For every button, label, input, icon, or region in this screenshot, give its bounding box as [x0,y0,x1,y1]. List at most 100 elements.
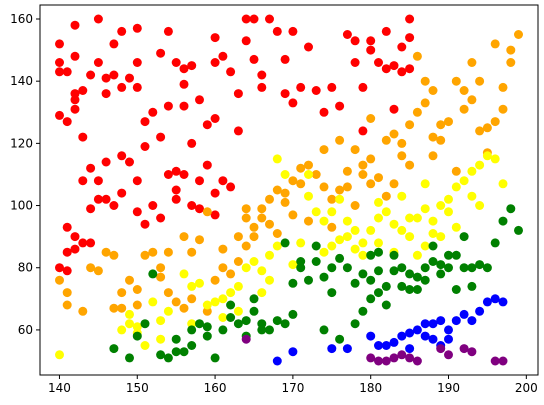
point-blue-3 [342,344,352,354]
point-red-86 [132,176,142,186]
point-green-59 [249,294,259,304]
point-red-111 [101,157,111,167]
point-orange-96 [381,135,391,145]
point-yellow-73 [397,191,407,201]
point-orange-10 [125,275,134,285]
point-yellow-55 [218,313,228,322]
point-green-56 [374,288,383,298]
point-red-95 [187,201,197,210]
point-orange-83 [304,216,313,226]
point-yellow-26 [319,216,329,226]
point-green-77 [405,285,415,294]
point-yellow-45 [467,166,477,176]
point-red-49 [257,82,267,92]
point-blue-14 [444,334,453,344]
y-tick-label: 120 [10,136,33,150]
point-green-26 [319,272,329,282]
point-orange-5 [93,266,103,276]
point-red-48 [257,70,267,80]
point-yellow-50 [304,170,313,179]
point-green-34 [381,281,391,291]
point-orange-60 [514,30,523,39]
point-purple-9 [459,344,469,354]
point-red-39 [210,58,220,67]
point-yellow-43 [451,182,461,192]
point-orange-77 [132,300,142,310]
point-orange-31 [288,176,298,186]
point-yellow-54 [233,306,243,316]
point-red-2 [55,67,64,77]
point-red-66 [366,36,376,46]
point-orange-27 [257,213,267,223]
point-blue-9 [405,328,415,338]
point-orange-36 [327,194,337,204]
point-yellow-51 [265,250,274,260]
point-yellow-17 [249,257,259,266]
point-red-54 [280,89,290,99]
point-orange-43 [381,191,391,201]
point-red-82 [101,194,111,204]
point-orange-47 [412,107,422,117]
point-yellow-22 [288,260,298,270]
point-green-83 [171,347,181,357]
point-yellow-37 [405,232,415,242]
point-purple-4 [389,353,399,363]
point-yellow-0 [55,350,64,360]
point-red-56 [304,42,313,52]
point-green-40 [428,241,438,251]
point-orange-52 [451,76,461,86]
point-green-45 [467,281,477,291]
point-red-62 [342,30,352,39]
point-yellow-75 [436,232,446,242]
point-green-22 [288,278,298,288]
point-red-98 [210,188,220,198]
point-red-6 [70,20,80,30]
point-orange-30 [280,188,290,198]
point-green-61 [296,263,306,273]
point-red-97 [202,160,212,170]
point-green-6 [163,353,173,363]
point-orange-28 [265,194,274,204]
point-blue-22 [428,319,438,329]
point-red-73 [397,67,407,77]
point-green-27 [327,263,337,273]
point-orange-65 [428,86,438,95]
point-green-1 [125,353,134,363]
point-red-30 [163,26,173,36]
point-blue-0 [272,356,282,366]
point-yellow-12 [210,297,220,307]
point-blue-11 [420,331,430,341]
point-orange-14 [156,272,166,282]
point-orange-67 [350,145,360,155]
point-red-83 [109,201,119,210]
point-red-115 [195,204,204,214]
point-red-118 [187,138,197,148]
point-orange-22 [218,263,228,273]
point-blue-6 [381,341,391,350]
point-red-110 [86,204,96,214]
point-purple-3 [381,356,391,366]
point-green-50 [506,204,516,214]
point-yellow-60 [405,213,415,223]
point-red-4 [55,110,64,120]
point-orange-35 [319,182,329,192]
point-green-73 [280,319,290,329]
point-red-99 [210,210,220,220]
point-red-36 [195,95,204,105]
point-yellow-1 [117,325,127,335]
point-blue-5 [374,341,383,350]
point-green-53 [335,334,345,344]
point-green-25 [311,257,321,266]
point-orange-59 [506,45,516,55]
point-orange-92 [475,76,485,86]
point-red-50 [265,14,274,24]
plot-frame [39,4,539,376]
point-yellow-34 [381,207,391,217]
point-purple-2 [374,356,383,366]
point-orange-75 [187,247,197,257]
point-green-58 [288,309,298,319]
point-orange-79 [296,179,306,189]
point-green-79 [451,250,461,260]
point-yellow-6 [156,316,166,326]
point-red-113 [140,219,150,229]
